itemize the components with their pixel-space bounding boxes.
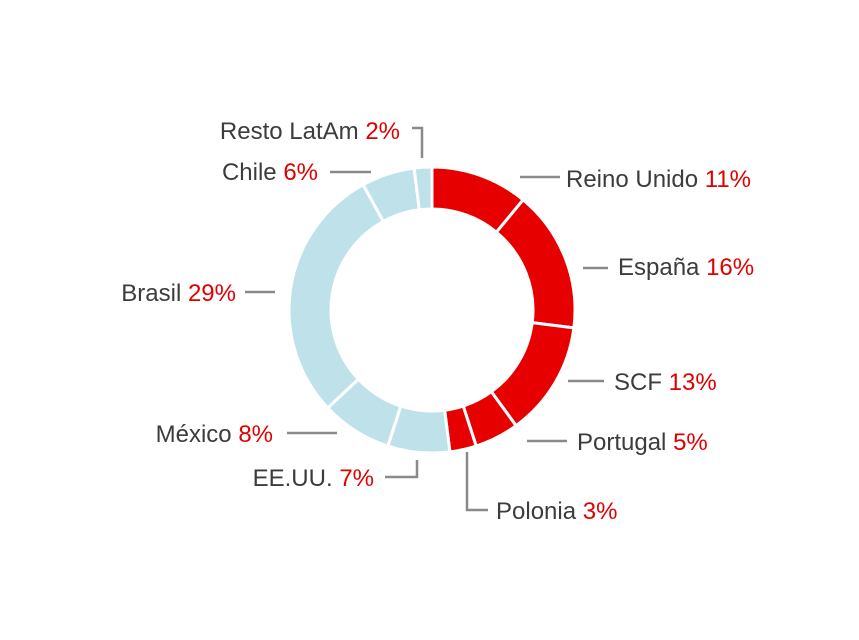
leader-resto-latam <box>412 126 424 158</box>
slice-brasil <box>287 182 386 411</box>
label-reino-unido: Reino Unido 11% <box>566 166 751 193</box>
donut-slices <box>287 165 577 455</box>
label-chile: Chile 6% <box>222 159 318 186</box>
label-eeuu: EE.UU. 7% <box>253 465 374 492</box>
slice-labels: Reino Unido 11% España 16% SCF 13% Portu… <box>121 118 754 525</box>
label-resto-latam: Resto LatAm 2% <box>220 118 400 145</box>
label-polonia: Polonia 3% <box>496 498 617 525</box>
label-mexico: México 8% <box>156 421 273 448</box>
leader-polonia <box>465 452 488 512</box>
label-portugal: Portugal 5% <box>577 429 708 456</box>
label-scf: SCF 13% <box>614 369 717 396</box>
leader-lines <box>245 126 608 512</box>
leader-eeuu <box>385 460 419 479</box>
slice-espa-a <box>494 197 577 330</box>
label-espana: España 16% <box>618 254 754 281</box>
slice-resto-latam <box>412 165 434 212</box>
label-brasil: Brasil 29% <box>121 280 236 307</box>
